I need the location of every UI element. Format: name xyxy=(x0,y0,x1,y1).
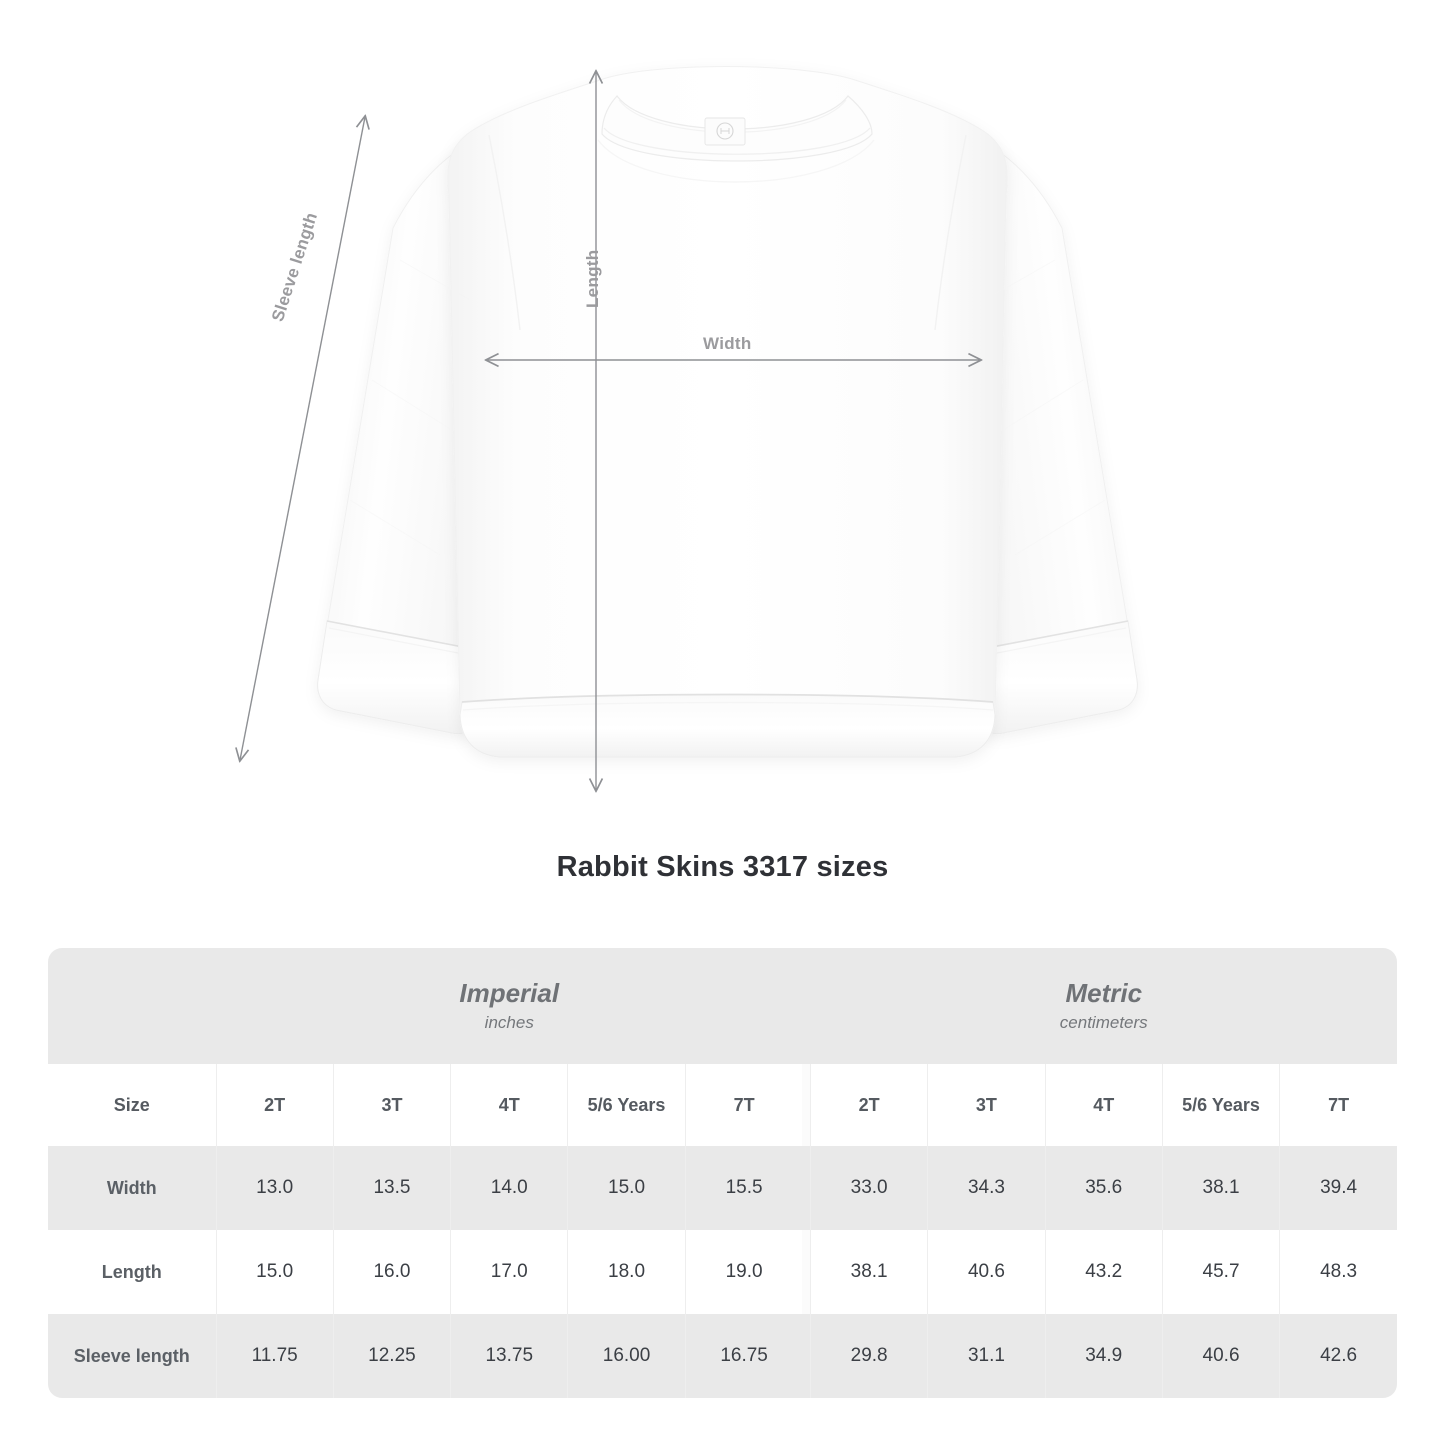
unit-name-metric: Metric xyxy=(1065,977,1143,1008)
width-label: Width xyxy=(703,334,752,353)
cell-width-imperial-0: 13.0 xyxy=(215,1146,334,1230)
row-gap-sleeve xyxy=(802,1314,811,1398)
cell-sleeve-metric-4: 42.6 xyxy=(1279,1314,1397,1398)
unit-band-spacer xyxy=(48,948,216,1064)
row-gap-width xyxy=(802,1146,811,1230)
cell-sleeve-imperial-3: 16.00 xyxy=(567,1314,686,1398)
cell-sleeve-imperial-4: 16.75 xyxy=(684,1314,803,1398)
fabric-texture xyxy=(349,259,1106,556)
cell-width-imperial-4: 15.5 xyxy=(684,1146,803,1230)
neck-label-icon xyxy=(704,117,746,146)
sleeve-length-arrow xyxy=(240,117,365,760)
size-header-metric-0: 2T xyxy=(809,1064,928,1146)
cell-length-metric-1: 40.6 xyxy=(927,1230,1046,1314)
table-row: Length 15.0 16.0 17.0 18.0 19.0 38.1 40.… xyxy=(48,1230,1397,1314)
size-header-imperial-0: 2T xyxy=(215,1064,334,1146)
cell-length-metric-0: 38.1 xyxy=(809,1230,928,1314)
cell-sleeve-imperial-1: 12.25 xyxy=(332,1314,451,1398)
cell-width-imperial-2: 14.0 xyxy=(450,1146,568,1230)
table-row: Width 13.0 13.5 14.0 15.0 15.5 33.0 34.3… xyxy=(48,1146,1397,1230)
cell-length-imperial-3: 18.0 xyxy=(567,1230,686,1314)
size-header-imperial-1: 3T xyxy=(332,1064,451,1146)
size-header-label: Size xyxy=(48,1064,216,1146)
size-header-metric-4: 7T xyxy=(1279,1064,1397,1146)
row-label-length: Length xyxy=(48,1230,216,1314)
size-header-imperial-2: 4T xyxy=(450,1064,568,1146)
cell-length-metric-4: 48.3 xyxy=(1279,1230,1397,1314)
unit-cell-metric: Metric centimeters xyxy=(810,948,1397,1064)
size-header-imperial-4: 7T xyxy=(684,1064,803,1146)
cell-sleeve-metric-1: 31.1 xyxy=(927,1314,1046,1398)
cell-sleeve-metric-2: 34.9 xyxy=(1044,1314,1163,1398)
cell-width-metric-4: 39.4 xyxy=(1279,1146,1397,1230)
cell-sleeve-imperial-0: 11.75 xyxy=(215,1314,334,1398)
page-title: Rabbit Skins 3317 sizes xyxy=(556,851,889,883)
table-row: Sleeve length 11.75 12.25 13.75 16.00 16… xyxy=(48,1314,1397,1398)
cell-sleeve-metric-3: 40.6 xyxy=(1161,1314,1280,1398)
size-table-container: Imperial inches Metric centimeters Size … xyxy=(48,948,1397,1398)
unit-sub-imperial: inches xyxy=(484,1013,534,1033)
row-label-width: Width xyxy=(48,1146,216,1230)
row-label-sleeve-length: Sleeve length xyxy=(48,1314,216,1398)
cell-width-metric-2: 35.6 xyxy=(1044,1146,1163,1230)
cell-width-metric-3: 38.1 xyxy=(1161,1146,1280,1230)
size-header-gap xyxy=(802,1064,811,1146)
cell-sleeve-imperial-2: 13.75 xyxy=(450,1314,568,1398)
cell-sleeve-metric-0: 29.8 xyxy=(809,1314,928,1398)
cell-length-imperial-2: 17.0 xyxy=(450,1230,568,1314)
cell-length-metric-3: 45.7 xyxy=(1161,1230,1280,1314)
size-table: Imperial inches Metric centimeters Size … xyxy=(48,948,1397,1398)
size-header-metric-3: 5/6 Years xyxy=(1161,1064,1280,1146)
cell-length-imperial-0: 15.0 xyxy=(215,1230,334,1314)
size-header-imperial-3: 5/6 Years xyxy=(567,1064,686,1146)
cell-width-imperial-3: 15.0 xyxy=(567,1146,686,1230)
garment-diagram: Width Length Sleeve length xyxy=(0,66,1138,830)
length-label: Length xyxy=(583,249,602,308)
unit-cell-imperial: Imperial inches xyxy=(216,948,803,1064)
cell-width-metric-1: 34.3 xyxy=(927,1146,1046,1230)
sweatshirt-body xyxy=(447,66,1008,758)
size-header-row: Size 2T 3T 4T 5/6 Years 7T 2T 3T 4T 5/6 … xyxy=(48,1064,1397,1146)
size-header-metric-1: 3T xyxy=(927,1064,1046,1146)
unit-header-row: Imperial inches Metric centimeters xyxy=(48,948,1397,1064)
sweatshirt-illustration xyxy=(0,66,1138,830)
row-gap-length xyxy=(802,1230,811,1314)
cell-length-imperial-4: 19.0 xyxy=(684,1230,803,1314)
cell-width-metric-0: 33.0 xyxy=(809,1146,928,1230)
unit-name-imperial: Imperial xyxy=(459,977,560,1008)
cell-length-imperial-1: 16.0 xyxy=(332,1230,451,1314)
unit-sub-metric: centimeters xyxy=(1059,1013,1148,1033)
cell-length-metric-2: 43.2 xyxy=(1044,1230,1163,1314)
band-gap xyxy=(802,948,811,1064)
size-header-metric-2: 4T xyxy=(1044,1064,1163,1146)
cell-width-imperial-1: 13.5 xyxy=(332,1146,451,1230)
